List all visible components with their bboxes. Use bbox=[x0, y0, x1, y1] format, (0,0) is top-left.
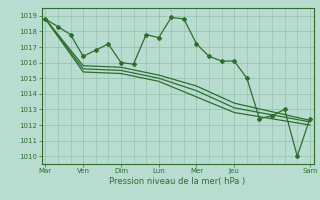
X-axis label: Pression niveau de la mer( hPa ): Pression niveau de la mer( hPa ) bbox=[109, 177, 246, 186]
